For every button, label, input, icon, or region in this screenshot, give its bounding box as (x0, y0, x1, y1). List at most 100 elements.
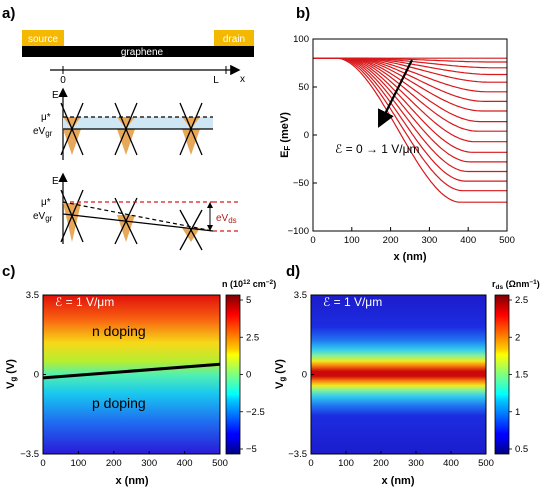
colorbar-tick-label: −2.5 (246, 407, 265, 418)
evgr-label-top: eVgr (33, 126, 53, 138)
n-doping-label: n doping (92, 323, 146, 339)
panel-d-cbt-sup: −1 (529, 279, 537, 286)
panel-c: c) ℰ = 1 V/μm n doping p doping 0 100 200 3… (2, 263, 276, 487)
colorbar-tick-label: 2.5 (515, 295, 528, 306)
panel-d-field-label: ℰ = 1 V/μm (323, 295, 382, 309)
band-diagram-flat: E μ* eVgr (33, 87, 213, 160)
panel-c-ylabel-main: V (5, 381, 17, 389)
panel-d-colorbar (494, 294, 510, 455)
energy-label-bottom: E (52, 176, 59, 187)
x-tick-label: 400 (460, 235, 476, 246)
x-tick-label: 500 (499, 235, 515, 246)
x-tick-label: 200 (106, 458, 122, 469)
panel-c-cbt-main: n (10 (222, 279, 243, 289)
panel-d-colorbar-ticks: 2.5 2 1.5 1 0.5 (509, 295, 528, 455)
panel-d-cbt-unit: (Ωnm (503, 279, 529, 289)
panel-b-xlabel: x (nm) (394, 251, 427, 263)
x-tick-label: 100 (70, 458, 86, 469)
panel-c-xlabel: x (nm) (116, 475, 149, 487)
panel-c-colorbar-ticks: 5 2.5 0 −2.5 −5 (240, 295, 265, 455)
y-tick-label: 100 (293, 34, 309, 45)
evgr-label-top-main: eV (33, 126, 46, 137)
panel-c-label: c) (2, 263, 15, 280)
p-doping-label: p doping (92, 395, 146, 411)
panel-a-label: a) (2, 5, 15, 22)
evds-label-sub: ds (228, 216, 236, 225)
y-tick-label: −3.5 (288, 449, 307, 460)
fermi-level-curves (313, 57, 507, 203)
mu-label-bottom: μ* (41, 197, 51, 208)
panel-d-ylabel-unit: (V) (274, 359, 286, 377)
panel-b-ylabel-unit: (meV) (279, 112, 291, 146)
colorbar-tick-label: 1 (515, 407, 520, 418)
field-sweep-arrow (378, 59, 413, 128)
fermi-curve (313, 57, 507, 132)
y-tick-label: 3.5 (294, 290, 307, 301)
evds-label-main: eV (216, 213, 229, 224)
colorbar-tick-label: 0.5 (515, 444, 528, 455)
panel-c-field-label: ℰ = 1 V/μm (55, 295, 114, 309)
colorbar-tick-label: −5 (246, 444, 257, 455)
panel-c-ylabel-unit: (V) (5, 359, 17, 377)
x-axis-label: x (240, 74, 245, 85)
evgr-label-bottom-main: eV (33, 211, 46, 222)
x-zero-label: 0 (60, 75, 66, 86)
panel-b-ylabel-sub: F (283, 146, 292, 151)
panel-d-cbt-end: ) (537, 279, 540, 289)
panel-d-ylabel-sub: g (278, 377, 287, 382)
x-tick-label: 0 (40, 458, 45, 469)
y-tick-label: −50 (293, 178, 309, 189)
x-L-label: L (213, 75, 219, 86)
x-tick-label: 300 (141, 458, 157, 469)
panel-c-cbt-sup2: −2 (266, 279, 274, 286)
fermi-curve (313, 57, 507, 192)
panel-b-ylabel: EF (meV) (279, 112, 292, 158)
evds-label: eVds (216, 213, 237, 225)
x-tick-label: 200 (383, 235, 399, 246)
panel-c-colorbar (225, 294, 241, 455)
colorbar-tick-label: 0 (246, 370, 251, 381)
panel-b-ylabel-main: E (279, 151, 291, 158)
x-tick-label: 300 (408, 458, 424, 469)
fermi-curve (313, 57, 507, 153)
panel-d-label: d) (286, 263, 300, 280)
panel-c-ylabel-sub: g (9, 377, 18, 382)
source-contact (22, 30, 64, 46)
y-tick-label: −100 (288, 226, 309, 237)
panel-d-cbt-main: r (492, 279, 496, 289)
x-tick-label: 0 (310, 235, 315, 246)
panel-d-colorbar-title: rds (Ωnm−1) (492, 279, 540, 291)
panel-d-ylabel: Vg (V) (274, 359, 287, 389)
fermi-curve (313, 57, 507, 203)
x-tick-label: 400 (443, 458, 459, 469)
y-tick-label: 3.5 (26, 290, 39, 301)
graphene-sheet (22, 46, 254, 57)
energy-label-top: E (52, 90, 59, 101)
panel-c-ylabel: Vg (V) (5, 359, 18, 389)
y-tick-label: 50 (298, 82, 309, 93)
band-diagram-tilted: E μ* eVgr eVds (33, 172, 238, 251)
x-tick-label: 100 (338, 458, 354, 469)
fermi-curve (313, 57, 507, 182)
resistance-heatmap (311, 295, 486, 454)
mu-label-top: μ* (41, 112, 51, 123)
drain-label: drain (223, 34, 245, 45)
colorbar-tick-label: 5 (246, 295, 251, 306)
field-sweep-label: ℰ = 0 → 1 V/μm (335, 142, 420, 156)
charge-neutrality-line (42, 362, 221, 380)
y-tick-label: 0 (34, 370, 39, 381)
panel-b-label: b) (296, 5, 310, 22)
evgr-label-bottom-sub: gr (45, 214, 52, 223)
colorbar-tick-label: 1.5 (515, 370, 528, 381)
evgr-label-bottom: eVgr (33, 211, 53, 223)
evgr-label-top-sub: gr (45, 129, 52, 138)
panel-d-xlabel: x (nm) (382, 475, 415, 487)
x-tick-label: 200 (373, 458, 389, 469)
x-tick-label: 0 (308, 458, 313, 469)
panel-c-colorbar-title: n (1012 cm−2) (222, 279, 276, 289)
